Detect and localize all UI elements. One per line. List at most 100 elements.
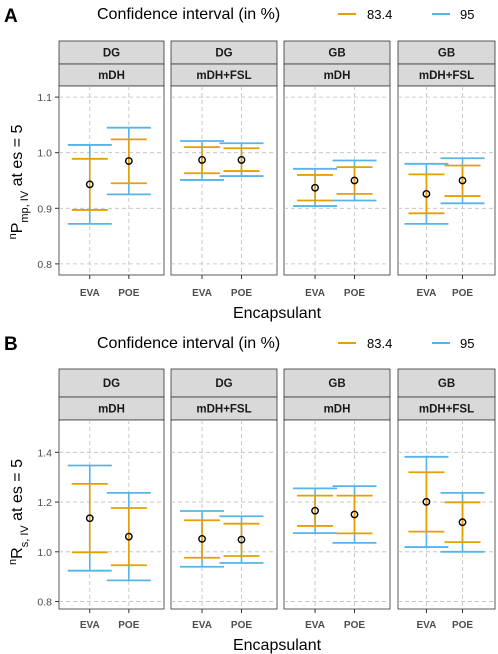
- mean-point: [237, 156, 246, 164]
- x-tick-label: POE: [231, 620, 252, 631]
- strip-label-bottom: mDH: [98, 404, 125, 416]
- x-tick-label: POE: [344, 620, 365, 631]
- x-axis-title: Encapsulant: [233, 637, 322, 654]
- mean-point: [124, 157, 133, 165]
- mean-point: [124, 532, 133, 541]
- data-point-eva: [180, 510, 225, 568]
- data-point-eva: [293, 487, 338, 535]
- x-tick-label: EVA: [80, 288, 100, 299]
- mean-point: [350, 176, 359, 185]
- strip-label-bottom: mDH+FSL: [419, 70, 474, 82]
- chart-panel-b: B Confidence interval (in %) 83.4 95 0.8 1.0 1…: [4, 334, 496, 654]
- x-tick-label: EVA: [417, 620, 437, 631]
- legend-title: Confidence interval (in %): [97, 335, 280, 352]
- strip-label-top: DG: [215, 378, 232, 390]
- strip-top: [170, 368, 278, 398]
- y-tick-label: 1.0: [37, 547, 52, 559]
- data-point-eva: [67, 464, 112, 572]
- data-point-poe: [332, 159, 377, 202]
- data-point-eva: [180, 140, 225, 181]
- mean-point: [422, 497, 431, 506]
- x-tick-label: POE: [452, 620, 473, 631]
- strip-top: [283, 368, 391, 398]
- strip-label-top: DG: [103, 378, 120, 390]
- strip-label-top: DG: [103, 48, 120, 60]
- legend-label: 95: [460, 336, 474, 351]
- strip-label-top: GB: [328, 378, 345, 390]
- legend: Confidence interval (in %) 83.4 95: [97, 335, 474, 352]
- mean-point: [85, 180, 94, 189]
- data-point-poe: [332, 485, 377, 544]
- strip-label-top: GB: [438, 378, 455, 390]
- y-axis-title: nPmp, IV at es = 5: [7, 124, 31, 239]
- mean-point: [458, 176, 467, 185]
- strip-label-bottom: mDH+FSL: [196, 404, 251, 416]
- data-point-eva: [67, 144, 112, 225]
- mean-point: [198, 534, 206, 543]
- mean-point: [85, 514, 94, 523]
- data-point-eva: [293, 167, 338, 207]
- strip-label-top: DG: [215, 48, 232, 60]
- facet-plot-area: [58, 419, 165, 610]
- facet-3: GB mDH+FSL EVA POE: [397, 40, 496, 299]
- y-axis-title-subscript: s, IV: [19, 525, 31, 548]
- facet-2: GB mDH EVA POE: [283, 368, 391, 631]
- legend-label: 95: [460, 7, 474, 22]
- y-axis-title-prefix: n: [7, 559, 19, 565]
- y-axis-title-main: P: [9, 223, 26, 234]
- y-axis-title-suffix: at es = 5: [9, 459, 26, 525]
- y-tick-label: 0.9: [37, 203, 52, 215]
- facet-1: DG mDH+FSL EVA POE: [170, 40, 278, 299]
- x-tick-label: POE: [452, 288, 473, 299]
- strip-label-bottom: mDH+FSL: [196, 70, 251, 82]
- facet-plot-area: [283, 85, 391, 276]
- mean-point: [350, 510, 359, 519]
- data-point-poe: [440, 157, 485, 205]
- data-point-poe: [219, 515, 264, 564]
- y-axis-title: nRs, IV at es = 5: [7, 459, 31, 565]
- x-axis-title: Encapsulant: [233, 305, 322, 322]
- y-tick-label: 1.4: [37, 447, 52, 459]
- x-tick-label: EVA: [80, 620, 100, 631]
- y-tick-label: 1.2: [37, 497, 52, 509]
- x-tick-label: EVA: [192, 288, 212, 299]
- data-point-poe: [106, 491, 151, 582]
- facet-0: DG mDH EVA POE: [58, 40, 165, 299]
- strip-label-bottom: mDH: [98, 70, 125, 82]
- strip-label-bottom: mDH: [324, 404, 351, 416]
- facet-3: GB mDH+FSL EVA POE: [397, 368, 496, 631]
- data-point-eva: [404, 162, 449, 225]
- data-point-poe: [106, 126, 151, 196]
- strip-label-top: GB: [328, 48, 345, 60]
- x-tick-label: EVA: [305, 288, 325, 299]
- facet-plot-area: [283, 419, 391, 610]
- facet-2: GB mDH EVA POE: [283, 40, 391, 299]
- panel-label: B: [4, 334, 18, 355]
- facet-0: DG mDH EVA POE: [58, 368, 165, 631]
- x-tick-label: POE: [118, 288, 139, 299]
- mean-point: [422, 189, 431, 198]
- legend-title: Confidence interval (in %): [97, 6, 280, 23]
- y-tick-label: 1.1: [37, 92, 52, 104]
- x-tick-label: EVA: [192, 620, 212, 631]
- y-axis-title-prefix: n: [7, 233, 19, 239]
- facet-plot-area: [397, 419, 496, 610]
- facet-plot-area: [58, 85, 165, 276]
- data-point-eva: [404, 455, 449, 548]
- y-tick-label: 0.8: [37, 597, 52, 609]
- chart-panel-a: A Confidence interval (in %) 83.4 95 0.8 0.9 1…: [4, 6, 496, 322]
- strip-label-bottom: mDH+FSL: [419, 404, 474, 416]
- y-tick-label: 1.0: [37, 148, 52, 160]
- facet-plot-area: [170, 419, 278, 610]
- x-tick-label: POE: [344, 288, 365, 299]
- y-axis-title-subscript: mp, IV: [19, 190, 31, 222]
- x-tick-label: POE: [231, 288, 252, 299]
- mean-point: [237, 535, 246, 544]
- x-tick-label: EVA: [417, 288, 437, 299]
- legend-label: 83.4: [367, 7, 392, 22]
- mean-point: [311, 506, 319, 515]
- y-axis-title-main: R: [9, 547, 26, 559]
- strip-label-bottom: mDH: [324, 70, 351, 82]
- data-point-poe: [440, 491, 485, 553]
